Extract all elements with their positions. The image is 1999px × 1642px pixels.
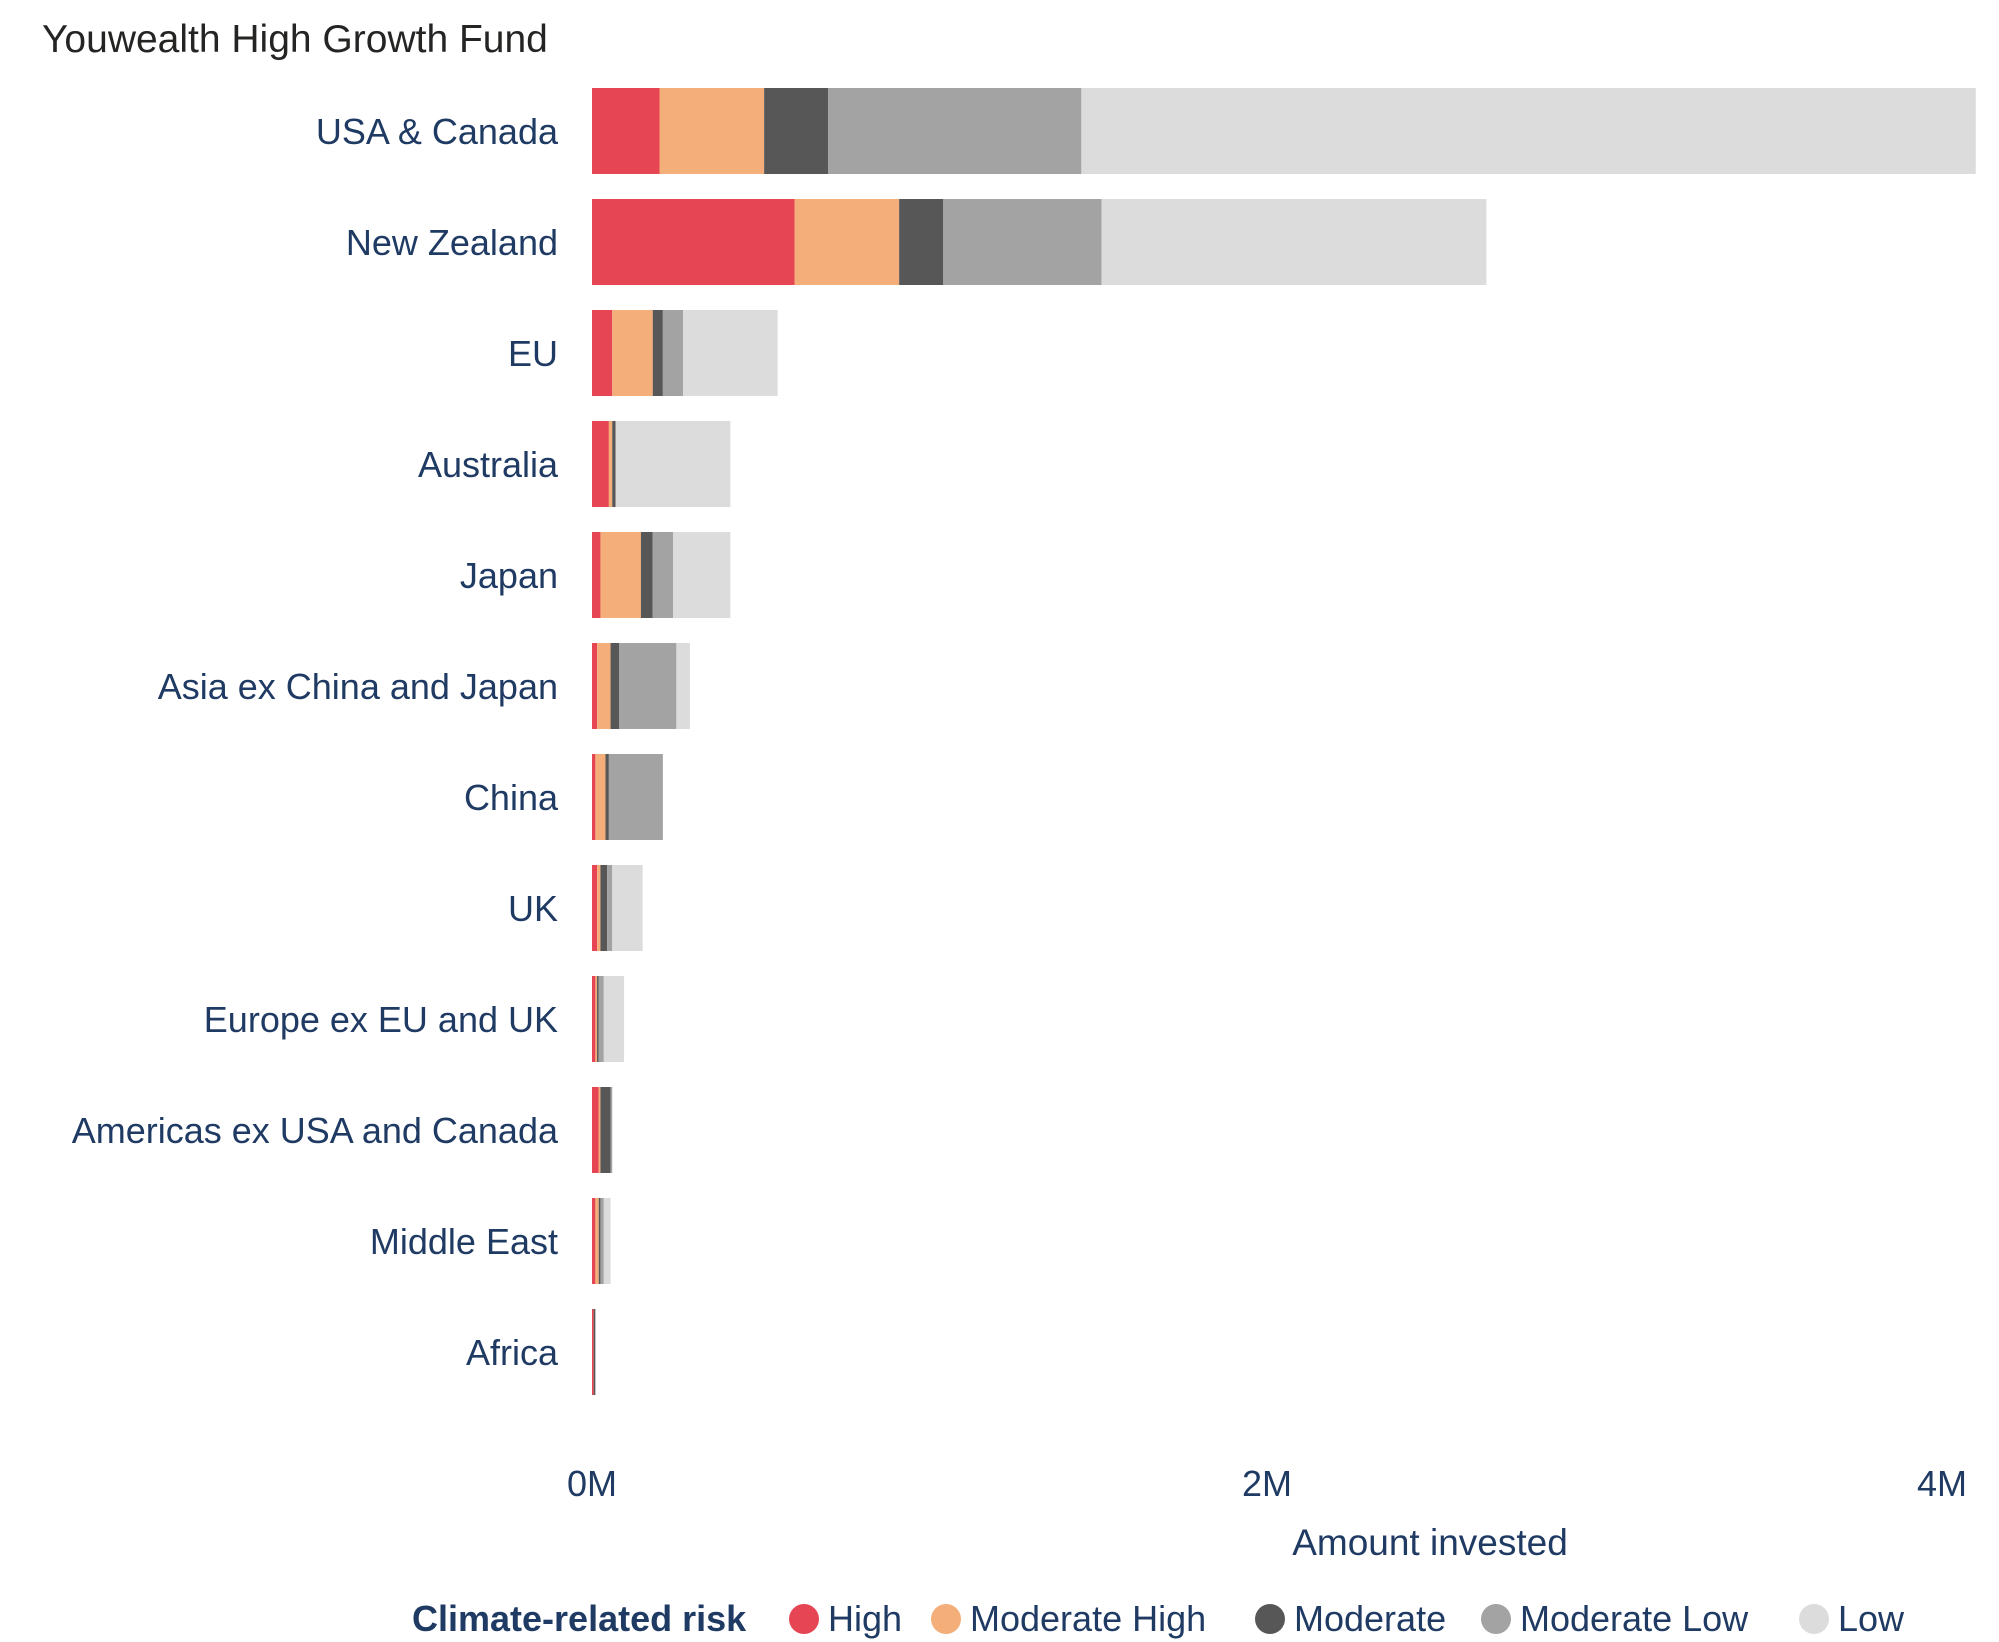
bar-segment-new-zealand-high[interactable]: [592, 199, 795, 285]
bar-segment-middle-east-moderate[interactable]: [598, 1198, 601, 1284]
bar-segment-new-zealand-moderate-high[interactable]: [794, 199, 900, 285]
category-labels: USA & Canada New Zealand EU Australia Japan A…: [72, 111, 559, 1373]
bar-segment-japan-moderate-high[interactable]: [600, 532, 641, 618]
legend-label-moderate: Moderate: [1294, 1598, 1446, 1639]
category-label-usa-and-canada: USA & Canada: [316, 111, 559, 152]
bar-segment-eu-moderate-low[interactable]: [662, 310, 684, 396]
bar-segment-middle-east-moderate-low[interactable]: [600, 1198, 604, 1284]
category-label-uk: UK: [508, 888, 558, 929]
bar-segment-europe-ex-eu-and-uk-low[interactable]: [603, 976, 625, 1062]
category-label-americas-ex-usa-and-canada: Americas ex USA and Canada: [72, 1110, 559, 1151]
bar-segment-africa-moderate[interactable]: [593, 1309, 596, 1395]
category-label-middle-east: Middle East: [370, 1221, 558, 1262]
bar-segment-asia-ex-china-and-japan-moderate[interactable]: [610, 643, 619, 729]
category-label-europe-ex-eu-and-uk: Europe ex EU and UK: [204, 999, 558, 1040]
bar-segment-americas-ex-usa-and-canada-moderate-low[interactable]: [610, 1087, 613, 1173]
bar-segment-australia-high[interactable]: [592, 421, 609, 507]
legend-label-low: Low: [1838, 1598, 1905, 1639]
legend-title: Climate-related risk: [412, 1598, 747, 1639]
bar-segment-australia-moderate[interactable]: [612, 421, 616, 507]
bar-segment-usa-and-canada-low[interactable]: [1081, 88, 1976, 174]
bar-segment-eu-low[interactable]: [683, 310, 778, 396]
bar-segment-eu-moderate-high[interactable]: [612, 310, 653, 396]
bar-segment-europe-ex-eu-and-uk-moderate[interactable]: [597, 976, 599, 1062]
bar-segment-uk-low[interactable]: [612, 865, 643, 951]
bar-segment-new-zealand-moderate[interactable]: [899, 199, 943, 285]
bar-segment-japan-high[interactable]: [592, 532, 601, 618]
category-label-eu: EU: [508, 333, 558, 374]
legend-label-moderate-high: Moderate High: [970, 1598, 1206, 1639]
x-axis-ticks: 0M 2M 4M: [567, 1463, 1967, 1504]
bar-segment-uk-high[interactable]: [592, 865, 598, 951]
bar-segment-japan-moderate-low[interactable]: [652, 532, 673, 618]
bar-segment-usa-and-canada-high[interactable]: [592, 88, 660, 174]
bar-segment-asia-ex-china-and-japan-moderate-low[interactable]: [619, 643, 677, 729]
bar-segment-middle-east-moderate-high[interactable]: [595, 1198, 599, 1284]
bar-segment-china-high[interactable]: [592, 754, 596, 840]
legend: Climate-related risk High Moderate High Mo…: [412, 1598, 1905, 1639]
bar-segment-eu-high[interactable]: [592, 310, 613, 396]
category-label-asia-ex-china-and-japan: Asia ex China and Japan: [158, 666, 558, 707]
legend-marker-moderate-high: [931, 1604, 961, 1634]
bar-segment-usa-and-canada-moderate-low[interactable]: [828, 88, 1082, 174]
bars: [592, 88, 1976, 1395]
bar-segment-australia-low[interactable]: [615, 421, 731, 507]
category-label-africa: Africa: [466, 1332, 559, 1373]
legend-marker-high: [789, 1604, 819, 1634]
bar-segment-eu-moderate[interactable]: [652, 310, 663, 396]
legend-marker-moderate-low: [1481, 1604, 1511, 1634]
x-tick-label-2m: 2M: [1242, 1463, 1292, 1504]
bar-segment-uk-moderate-high[interactable]: [597, 865, 601, 951]
bar-segment-europe-ex-eu-and-uk-high[interactable]: [592, 976, 596, 1062]
category-label-japan: Japan: [460, 555, 558, 596]
x-axis-label: Amount invested: [1292, 1522, 1568, 1563]
bar-segment-japan-low[interactable]: [673, 532, 731, 618]
legend-entries: High Moderate High Moderate Moderate Low Low: [789, 1598, 1905, 1639]
legend-marker-low: [1799, 1604, 1829, 1634]
bar-segment-middle-east-high[interactable]: [592, 1198, 596, 1284]
bar-segment-europe-ex-eu-and-uk-moderate-low[interactable]: [598, 976, 604, 1062]
bar-segment-new-zealand-moderate-low[interactable]: [943, 199, 1102, 285]
category-label-china: China: [464, 777, 559, 818]
chart-title: Youwealth High Growth Fund: [42, 18, 548, 61]
bar-segment-usa-and-canada-moderate-high[interactable]: [659, 88, 765, 174]
legend-marker-moderate: [1255, 1604, 1285, 1634]
legend-label-high: High: [828, 1598, 902, 1639]
bar-segment-uk-moderate-low[interactable]: [607, 865, 613, 951]
bar-segment-africa-high[interactable]: [592, 1309, 594, 1395]
bar-segment-australia-moderate-high[interactable]: [608, 421, 613, 507]
bar-segment-china-moderate-low[interactable]: [608, 754, 663, 840]
bar-segment-americas-ex-usa-and-canada-moderate[interactable]: [600, 1087, 611, 1173]
category-label-new-zealand: New Zealand: [346, 222, 558, 263]
bar-segment-asia-ex-china-and-japan-moderate-high[interactable]: [597, 643, 611, 729]
bar-segment-new-zealand-low[interactable]: [1101, 199, 1487, 285]
bar-segment-americas-ex-usa-and-canada-high[interactable]: [592, 1087, 599, 1173]
bar-segment-americas-ex-usa-and-canada-moderate-high[interactable]: [598, 1087, 601, 1173]
x-tick-label-4m: 4M: [1917, 1463, 1967, 1504]
bar-segment-china-moderate-high[interactable]: [595, 754, 606, 840]
bar-segment-europe-ex-eu-and-uk-moderate-high[interactable]: [595, 976, 598, 1062]
bar-segment-asia-ex-china-and-japan-low[interactable]: [676, 643, 690, 729]
bar-segment-china-moderate[interactable]: [605, 754, 609, 840]
category-label-australia: Australia: [418, 444, 559, 485]
bar-segment-usa-and-canada-moderate[interactable]: [764, 88, 829, 174]
legend-label-moderate-low: Moderate Low: [1520, 1598, 1749, 1639]
bar-segment-middle-east-low[interactable]: [603, 1198, 611, 1284]
bar-segment-uk-moderate[interactable]: [600, 865, 608, 951]
bar-segment-asia-ex-china-and-japan-high[interactable]: [592, 643, 598, 729]
x-tick-label-0m: 0M: [567, 1463, 617, 1504]
bar-segment-japan-moderate[interactable]: [640, 532, 653, 618]
